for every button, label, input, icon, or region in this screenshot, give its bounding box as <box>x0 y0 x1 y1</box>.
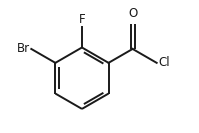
Text: Br: Br <box>17 42 30 55</box>
Text: F: F <box>79 13 85 26</box>
Text: O: O <box>128 7 137 20</box>
Text: Cl: Cl <box>159 56 171 69</box>
